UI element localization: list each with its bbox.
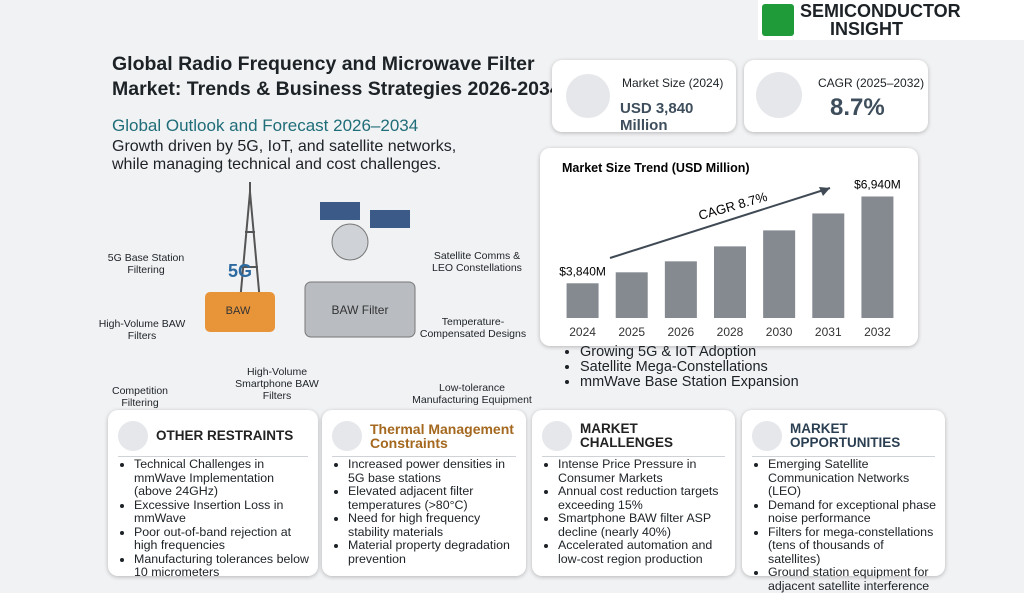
card-item: Demand for exceptional phase noise perfo… (768, 498, 937, 526)
kpi-card: CAGR (2025–2032) 8.7% (744, 60, 928, 132)
label: Satellite Comms & LEO Constellations (432, 250, 522, 274)
info-card: MARKET OPPORTUNITIES Emerging Satellite C… (742, 410, 945, 592)
bar (763, 230, 796, 318)
kpi-value: 8.7% (830, 94, 885, 121)
chart: Market Size Trend (USD Million) 2024 $3,8… (559, 161, 901, 339)
card-item: Smartphone BAW filter ASP decline (nearl… (558, 511, 727, 539)
tag-5g: 5G (228, 261, 252, 281)
brand-logo (762, 4, 794, 36)
bullet: Growing 5G & IoT Adoption (580, 345, 799, 360)
satellite (320, 202, 360, 220)
card-header: MARKET CHALLENGES (542, 416, 725, 457)
card-item: Ground station equipment for adjacent sa… (768, 565, 937, 593)
card-list: Emerging Satellite Communication Network… (754, 457, 937, 593)
bar (714, 246, 746, 318)
satellite (370, 210, 410, 228)
card-item: Intense Price Pressure in Consumer Marke… (558, 457, 727, 485)
chip-label: BAW Filter (332, 303, 389, 317)
description-line: while managing technical and cost challe… (112, 156, 442, 173)
card-icon (118, 421, 148, 451)
chip (304, 281, 416, 338)
x-tick-label: 2030 (766, 325, 793, 339)
card-item: Increased power densities in 5G base sta… (348, 457, 518, 485)
bar (664, 261, 697, 318)
kpi-label: CAGR (2025–2032) (818, 76, 925, 90)
bar (566, 283, 599, 318)
illustration: BAW BAW Filter 5G (205, 182, 416, 338)
subtitle: Global Outlook and Forecast 2026–2034 (112, 116, 419, 135)
kpi-value: USD 3,840 Million (620, 100, 694, 134)
label: 5G Base Station Filtering (107, 252, 185, 276)
dish (331, 223, 369, 261)
card-title: MARKET OPPORTUNITIES (790, 421, 901, 450)
label: Temperature-Compensated Designs (419, 316, 527, 340)
card-icon (332, 421, 362, 451)
card-item: Accelerated automation and low-cost regi… (558, 538, 727, 566)
card-header: Thermal Management Constraints (332, 416, 516, 457)
bar (861, 196, 894, 318)
card-title: OTHER RESTRAINTS (156, 428, 294, 443)
description-line: Growth driven by 5G, IoT, and satellite … (112, 138, 457, 155)
card-item: Material property degradation prevention (348, 538, 518, 566)
arrow-head (819, 187, 830, 196)
card-header: OTHER RESTRAINTS (118, 416, 308, 457)
card-item: Need for high frequency stability materi… (348, 511, 518, 539)
card-item: Annual cost reduction targets exceeding … (558, 484, 727, 512)
title-line: Global Radio Frequency and Microwave Fil… (112, 53, 535, 75)
bullet: Satellite Mega-Constellations (580, 360, 799, 375)
card-item: Excessive Insertion Loss in mmWave (134, 498, 310, 526)
x-tick-label: 2025 (618, 325, 645, 339)
info-card: Thermal Management Constraints Increased … (322, 410, 526, 576)
info-card: MARKET CHALLENGES Intense Price Pressure … (532, 410, 735, 576)
brand: SEMICONDUCTOR INSIGHT (758, 0, 1024, 40)
description: Growth driven by 5G, IoT, and satellite … (112, 138, 456, 174)
x-tick-label: 2031 (815, 325, 842, 339)
card-item: Technical Challenges in mmWave Implement… (134, 457, 310, 499)
chip-label: BAW (226, 305, 251, 317)
info-card: OTHER RESTRAINTS Technical Challenges in … (108, 410, 318, 579)
card-title: MARKET CHALLENGES (580, 421, 674, 450)
card-list: Technical Challenges in mmWave Implement… (120, 457, 310, 580)
card-icon (542, 421, 572, 451)
kpi-icon (566, 74, 610, 118)
trend-arrow (609, 187, 831, 259)
x-tick-label: 2024 (569, 325, 596, 339)
card-list: Increased power densities in 5G base sta… (334, 457, 518, 566)
card-item: Manufacturing tolerances below 10 microm… (134, 552, 310, 580)
x-tick-label: 2032 (864, 325, 891, 339)
brand-line2: INSIGHT (830, 19, 904, 39)
bar (615, 272, 648, 318)
chip (205, 292, 275, 332)
value-label: $6,940M (854, 177, 901, 191)
bullet: mmWave Base Station Expansion (580, 375, 799, 390)
card-item: Filters for mega-constellations (tens of… (768, 525, 937, 567)
label: High-Volume BAW Filters (98, 318, 186, 342)
chart-bullets: Growing 5G & IoT AdoptionSatellite Mega-… (566, 345, 799, 390)
annotation: CAGR 8.7% (697, 189, 770, 223)
card-item: Poor out-of-band rejection at high frequ… (134, 525, 310, 553)
kpi-icon (756, 72, 802, 118)
label: Low-tolerance Manufacturing Equipment (412, 382, 532, 406)
card-item: Elevated adjacent filter temperatures (>… (348, 484, 518, 512)
title: Global Radio Frequency and Microwave Fil… (112, 52, 561, 102)
value-label: $3,840M (559, 264, 606, 278)
brand-line1: SEMICONDUCTOR (800, 1, 961, 21)
kpi-label: Market Size (2024) (622, 76, 724, 90)
x-tick-label: 2028 (717, 325, 744, 339)
card-header: MARKET OPPORTUNITIES (752, 416, 935, 457)
bar (812, 213, 845, 318)
page: SEMICONDUCTOR INSIGHT Global Radio Frequ… (0, 0, 1024, 576)
chart-title: Market Size Trend (USD Million) (562, 161, 750, 175)
kpi-card: Market Size (2024) USD 3,840 Million (552, 60, 736, 134)
card-title: Thermal Management Constraints (370, 421, 514, 451)
x-tick-label: 2026 (668, 325, 695, 339)
title-line: Market: Trends & Business Strategies 202… (112, 78, 561, 100)
tower (239, 182, 261, 303)
chart-card: Market Size Trend (USD Million) 2024 $3,8… (540, 148, 918, 346)
card-list: Intense Price Pressure in Consumer Marke… (544, 457, 727, 566)
card-icon (752, 421, 782, 451)
label: High-Volume Smartphone BAW Filters (235, 366, 319, 402)
card-item: Emerging Satellite Communication Network… (768, 457, 937, 499)
label: Competition Filtering (111, 385, 169, 409)
